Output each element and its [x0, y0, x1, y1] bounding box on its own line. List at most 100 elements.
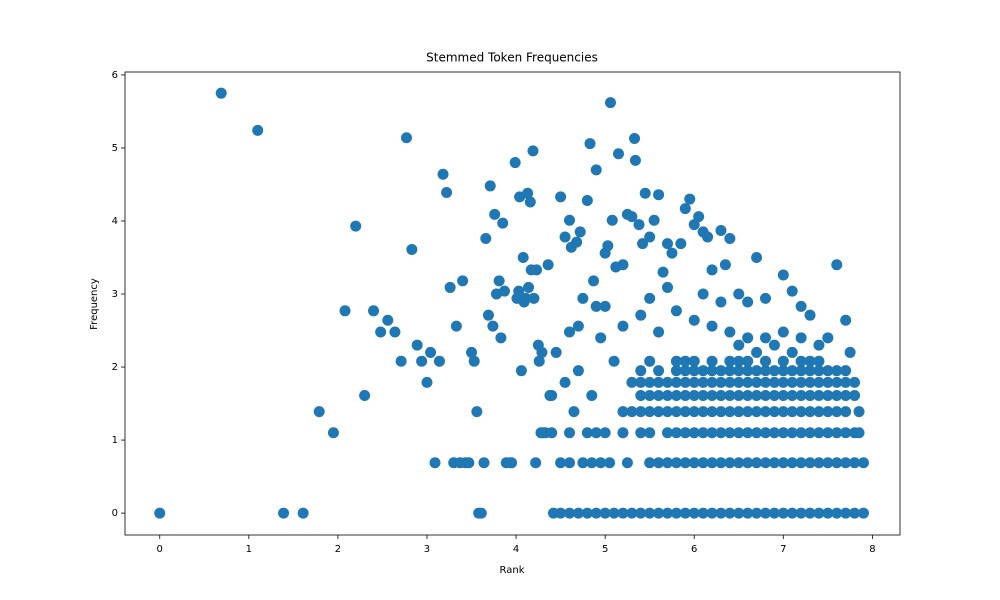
y-tick-label: 4 — [112, 216, 118, 227]
point — [572, 507, 584, 519]
point — [635, 427, 647, 439]
point — [706, 264, 718, 276]
point — [849, 390, 861, 402]
point — [450, 320, 462, 332]
point — [666, 247, 678, 259]
point — [670, 507, 682, 519]
point — [590, 164, 602, 176]
point — [297, 507, 309, 519]
point — [733, 427, 745, 439]
point — [564, 507, 576, 519]
point — [670, 376, 682, 388]
plot-area — [154, 87, 869, 519]
point — [154, 507, 166, 519]
point — [586, 457, 598, 469]
y-tick-label: 6 — [112, 70, 118, 81]
point — [546, 427, 558, 439]
point — [751, 507, 763, 519]
point — [742, 406, 754, 418]
point — [644, 231, 656, 243]
point — [831, 259, 843, 271]
point — [608, 355, 620, 367]
point — [688, 457, 700, 469]
point — [574, 226, 586, 238]
y-tick-label: 0 — [112, 508, 118, 519]
point — [849, 507, 861, 519]
point — [339, 305, 351, 317]
point — [509, 157, 521, 169]
point — [857, 457, 869, 469]
point — [742, 376, 754, 388]
point — [564, 326, 576, 338]
point — [644, 507, 656, 519]
point — [795, 427, 807, 439]
x-tick-label: 5 — [602, 544, 608, 555]
point — [804, 376, 816, 388]
point — [559, 376, 571, 388]
point — [498, 285, 510, 297]
point — [523, 281, 535, 293]
point — [637, 238, 649, 250]
point — [626, 406, 638, 418]
point — [733, 355, 745, 367]
point — [715, 427, 727, 439]
point — [617, 427, 629, 439]
point — [742, 457, 754, 469]
point — [444, 281, 456, 293]
x-tick-label: 1 — [246, 544, 252, 555]
point — [633, 219, 645, 231]
point — [679, 390, 691, 402]
x-tick-label: 8 — [869, 544, 875, 555]
point — [804, 457, 816, 469]
point — [662, 390, 673, 402]
point — [804, 406, 816, 418]
point — [786, 457, 798, 469]
point — [742, 390, 754, 402]
point — [751, 376, 763, 388]
point — [252, 124, 264, 136]
point — [527, 145, 539, 157]
point — [813, 427, 825, 439]
point — [759, 332, 771, 344]
point — [635, 507, 647, 519]
point — [468, 355, 480, 367]
point — [768, 390, 780, 402]
point — [657, 266, 669, 278]
point — [480, 233, 492, 245]
point — [724, 427, 736, 439]
point — [759, 390, 771, 402]
point — [795, 300, 807, 312]
point — [644, 355, 656, 367]
point — [733, 339, 745, 351]
point — [706, 427, 718, 439]
point — [733, 507, 745, 519]
point — [653, 365, 665, 377]
point — [555, 457, 567, 469]
point — [759, 507, 771, 519]
point — [759, 406, 771, 418]
point — [795, 507, 807, 519]
point — [768, 376, 780, 388]
point — [670, 365, 682, 377]
point — [697, 365, 709, 377]
point — [751, 251, 763, 263]
point — [679, 203, 691, 215]
point — [831, 376, 843, 388]
point — [724, 355, 736, 367]
point — [629, 154, 641, 166]
point — [653, 390, 665, 402]
point — [688, 365, 700, 377]
point — [411, 339, 423, 351]
point — [489, 208, 501, 220]
point — [688, 507, 700, 519]
point — [840, 406, 852, 418]
point — [697, 406, 709, 418]
point — [635, 376, 647, 388]
point — [706, 320, 718, 332]
point — [359, 390, 371, 402]
point — [759, 376, 771, 388]
point — [804, 355, 816, 367]
point — [604, 97, 616, 109]
point — [688, 219, 700, 231]
